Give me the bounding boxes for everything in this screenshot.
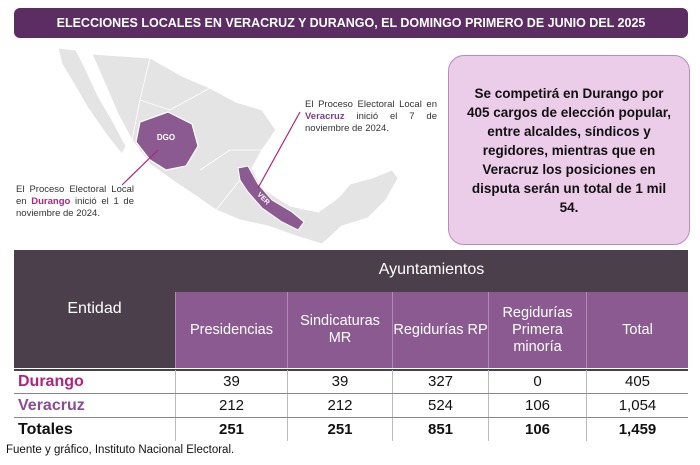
row-entity: Veracruz xyxy=(18,396,85,414)
table-cell: 251 xyxy=(175,418,287,441)
row-entity: Durango xyxy=(18,372,84,390)
source: Fuente y gráfico, Instituto Nacional Ele… xyxy=(6,444,235,456)
veracruz-region xyxy=(237,165,305,231)
column-header: Sindicaturas MR xyxy=(287,292,392,368)
table-cell: 1,054 xyxy=(586,394,688,417)
row-entity: Totales xyxy=(18,420,73,438)
annotation: El Proceso Electoral Local en Veracruz i… xyxy=(305,99,437,135)
map-label: DGO xyxy=(157,133,175,142)
arrow xyxy=(121,149,159,186)
callout: Se competirá en Durango por 405 cargos d… xyxy=(448,55,690,245)
table-cell: 39 xyxy=(175,370,287,393)
table-cell: 0 xyxy=(488,370,586,393)
title-banner: ELECCIONES LOCALES EN VERACRUZ Y DURANGO… xyxy=(14,8,688,38)
column-header: Presidencias xyxy=(175,292,287,368)
table-cell: 524 xyxy=(392,394,488,417)
annotation-text: inició el 7 de noviembre de 2024. xyxy=(305,111,437,134)
table-cell: 405 xyxy=(586,370,688,393)
state-name: Durango xyxy=(31,196,71,207)
state-name: Veracruz xyxy=(305,111,345,122)
table-cell: 39 xyxy=(287,370,392,393)
column-header: Total xyxy=(586,292,688,368)
row-divider xyxy=(14,393,688,394)
table-cell: 327 xyxy=(392,370,488,393)
row-divider xyxy=(14,417,688,418)
table-cell: 106 xyxy=(488,418,586,441)
column-header: Regidurías Primera minoría xyxy=(488,292,586,368)
annotation-text: inició el 1 de noviembre de 2024. xyxy=(16,196,134,219)
table-cell: 851 xyxy=(392,418,488,441)
arrow xyxy=(257,111,301,189)
annotation-text: El Proceso Electoral Local en xyxy=(16,184,134,207)
callout-text: Se competirá en Durango por 405 cargos d… xyxy=(466,85,672,215)
entity-header: Entidad xyxy=(67,300,122,317)
column-header: Regidurías RP xyxy=(392,292,488,368)
mexico-mainland xyxy=(91,53,399,245)
title: ELECCIONES LOCALES EN VERACRUZ Y DURANGO… xyxy=(56,16,646,30)
table-cell: 251 xyxy=(287,418,392,441)
annotation-text: El Proceso Electoral Local en xyxy=(305,99,437,110)
table-cell: 1,459 xyxy=(586,418,688,441)
baja-california xyxy=(57,47,127,155)
group-header: Ayuntamientos xyxy=(378,261,485,278)
table-cell: 212 xyxy=(175,394,287,417)
map: DGO VER xyxy=(57,47,399,245)
table: Entidad Ayuntamientos Presidencias Sindicat… xyxy=(14,250,688,441)
row-divider xyxy=(14,369,688,371)
annotation: El Proceso Electoral Local en Durango in… xyxy=(16,184,134,220)
table-cell: 106 xyxy=(488,394,586,417)
table-cell: 212 xyxy=(287,394,392,417)
